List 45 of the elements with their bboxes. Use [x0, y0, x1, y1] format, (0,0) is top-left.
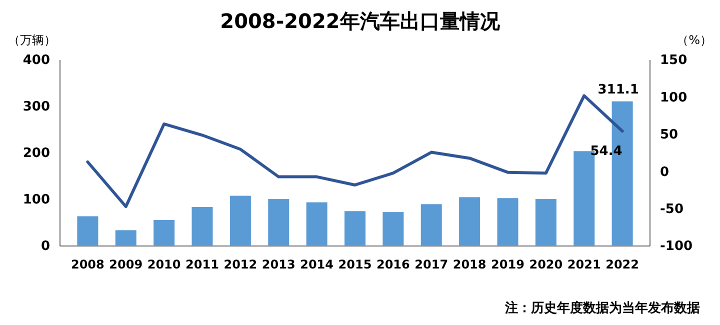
y2-tick-label: 50	[660, 128, 678, 143]
line-series	[86, 94, 624, 208]
x-tick-label: 2014	[300, 258, 334, 272]
y2-tick-label: 150	[660, 53, 688, 68]
x-tick-label: 2022	[606, 258, 640, 272]
x-tick-label: 2011	[186, 258, 219, 272]
x-tick-label: 2009	[109, 258, 143, 272]
x-tick-label: 2017	[414, 258, 448, 272]
y2-tick-label: -100	[660, 239, 693, 254]
y2-axis-title: （%）	[676, 33, 712, 47]
bar	[154, 220, 175, 246]
bar	[306, 202, 328, 246]
x-tick-label: 2016	[376, 258, 410, 272]
y-axis-title: （万辆）	[8, 33, 56, 47]
bar	[230, 196, 251, 246]
y-tick-label: 200	[22, 146, 50, 162]
x-tick-label: 2015	[338, 258, 372, 272]
x-tick-label: 2012	[224, 258, 258, 272]
y-tick-label: 300	[22, 100, 50, 115]
y2-tick-label: 0	[660, 164, 670, 180]
y-tick-label: 0	[40, 239, 50, 254]
bar	[459, 197, 480, 246]
y-tick-label: 400	[22, 53, 50, 68]
text: 注：历史年度数据为当年发布数据	[504, 300, 700, 316]
bar	[497, 198, 518, 246]
x-tick-label: 2021	[567, 258, 601, 272]
bar	[192, 206, 213, 246]
bar	[382, 212, 404, 246]
y2-tick-label: 100	[660, 90, 688, 106]
bar	[77, 216, 98, 246]
y2-tick-label: -50	[660, 202, 684, 217]
chart-title: 2008-2022年汽车出口量情况	[220, 9, 501, 33]
bar	[115, 230, 136, 246]
x-tick-label: 2013	[262, 258, 296, 272]
bar	[420, 204, 442, 246]
x-tick-label: 2020	[529, 258, 563, 272]
x-tick-label: 2010	[147, 258, 181, 272]
bar	[344, 211, 366, 246]
y-tick-label: 100	[22, 192, 50, 208]
bar	[268, 199, 290, 246]
x-tick-label: 2018	[452, 258, 486, 272]
x-tick-label: 2008	[70, 258, 104, 272]
data-label: 311.1	[598, 82, 639, 98]
bar	[535, 199, 556, 246]
x-tick-label: 2019	[491, 258, 524, 272]
